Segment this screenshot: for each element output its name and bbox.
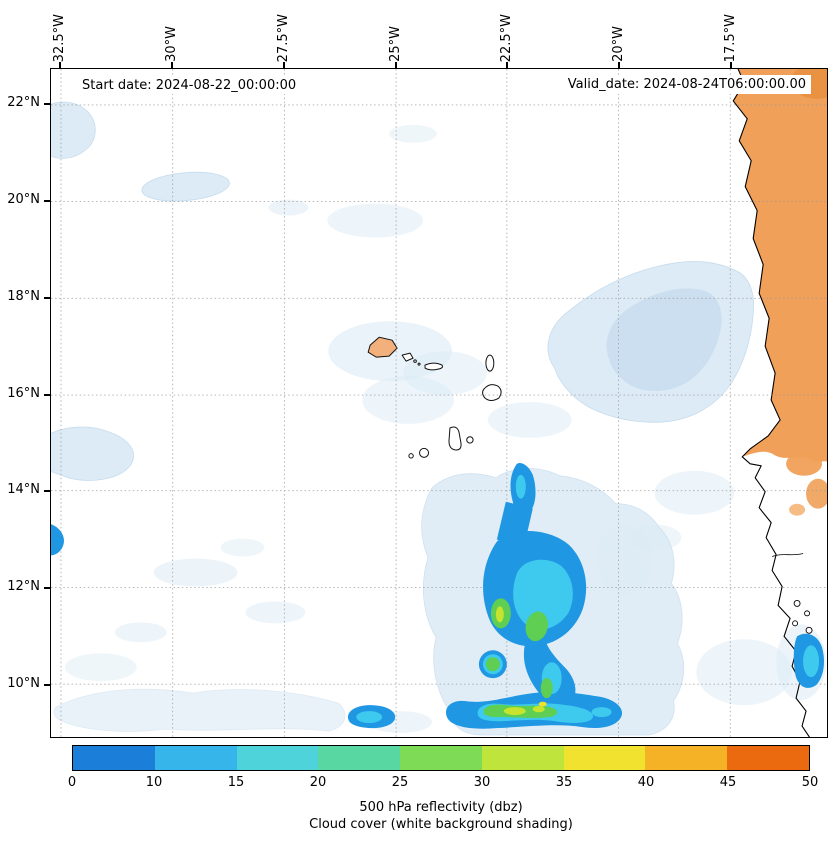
top-axis-labels: 32.5°W 30°W 27.5°W 25°W 22.5°W 20°W 17.5… (0, 0, 837, 64)
island-brava (408, 453, 414, 459)
axis-tick (730, 62, 732, 68)
colorbar-tick-label: 15 (227, 775, 245, 790)
colorbar-tick-label: 10 (145, 775, 163, 790)
axis-tick (59, 62, 61, 68)
axis-tick (44, 587, 50, 589)
lat-tick-label: 18°N (7, 289, 40, 304)
island-maio (466, 436, 474, 444)
island-santa-luzia (413, 359, 417, 363)
reflectivity-level-30dbz (495, 606, 545, 716)
island-sao-nicolau (424, 362, 443, 371)
colorbar-title: 500 hPa reflectivity (dbz) (359, 800, 523, 815)
start-date-label: Start date: 2024-08-22_00:00:00 (79, 77, 300, 94)
lon-tick-label: 30°W (164, 26, 179, 62)
colorbar-tick-label: 0 (67, 775, 77, 790)
cape-verde-islands (367, 336, 502, 459)
cloud-shading-layer (51, 101, 827, 736)
axis-tick (44, 200, 50, 202)
lon-tick-label: 27.5°W (276, 13, 291, 62)
reflectivity-layer (51, 462, 825, 729)
island-boa-vista (482, 384, 502, 402)
colorbar-segment (400, 746, 482, 770)
colorbar-tick-label: 30 (473, 775, 491, 790)
orange-land-north (733, 69, 827, 462)
colorbar-tick-labels: 0 10 15 20 25 30 35 40 45 50 (68, 775, 818, 791)
colorbar-tick-label: 35 (555, 775, 573, 790)
colorbar-segment (73, 746, 155, 770)
valid-date-label: Valid_date: 2024-08-24T06:00:00.00 (562, 75, 811, 94)
island-santiago (448, 426, 462, 451)
island-santo-antao (367, 336, 398, 358)
island-fogo (419, 447, 430, 458)
axis-tick (44, 394, 50, 396)
colorbar-segment (154, 746, 237, 770)
colorbar-subtitle: Cloud cover (white background shading) (309, 817, 573, 832)
colorbar (72, 745, 810, 771)
lat-tick-label: 10°N (7, 676, 40, 691)
lon-tick-label: 25°W (388, 26, 403, 62)
figure-caption: 500 hPa reflectivity (dbz) Cloud cover (… (72, 799, 810, 833)
reflectivity-level-35dbz (538, 701, 547, 707)
map-canvas (51, 69, 827, 737)
coastline (732, 69, 811, 737)
colorbar-segment (236, 746, 319, 770)
lat-tick-label: 16°N (7, 386, 40, 401)
island-islet (417, 362, 421, 366)
lon-tick-label: 20°W (611, 26, 626, 62)
colorbar-tick-label: 25 (391, 775, 409, 790)
lon-tick-label: 32.5°W (52, 13, 67, 62)
colorbar-tick-label: 20 (309, 775, 327, 790)
colorbar-segment (481, 746, 564, 770)
lon-tick-label: 17.5°W (723, 13, 738, 62)
axis-tick (44, 490, 50, 492)
lat-tick-label: 20°N (7, 192, 40, 207)
lat-tick-label: 12°N (7, 579, 40, 594)
colorbar-segment (318, 746, 401, 770)
lon-tick-label: 22.5°W (499, 13, 514, 62)
axis-tick (44, 684, 50, 686)
map-panel: Start date: 2024-08-22_00:00:00 Valid_da… (50, 68, 828, 738)
grid-lines (51, 69, 827, 737)
gambia-river (771, 553, 804, 557)
colorbar-tick-label: 40 (637, 775, 655, 790)
axis-tick (44, 103, 50, 105)
colorbar-tick-label: 45 (719, 775, 737, 790)
colorbar-segment (727, 746, 810, 770)
axis-tick (618, 62, 620, 68)
island-sao-vicente (401, 352, 414, 362)
island-sal (485, 354, 495, 372)
colorbar-segment (563, 746, 646, 770)
axis-tick (395, 62, 397, 68)
lat-tick-label: 22°N (7, 95, 40, 110)
axis-tick (44, 297, 50, 299)
axis-tick (171, 62, 173, 68)
axis-tick (506, 62, 508, 68)
colorbar-tick-label: 50 (801, 775, 819, 790)
left-axis-labels: 22°N 20°N 18°N 16°N 14°N 12°N 10°N (0, 0, 42, 843)
axis-tick (283, 62, 285, 68)
lat-tick-label: 14°N (7, 482, 40, 497)
colorbar-segment (645, 746, 728, 770)
